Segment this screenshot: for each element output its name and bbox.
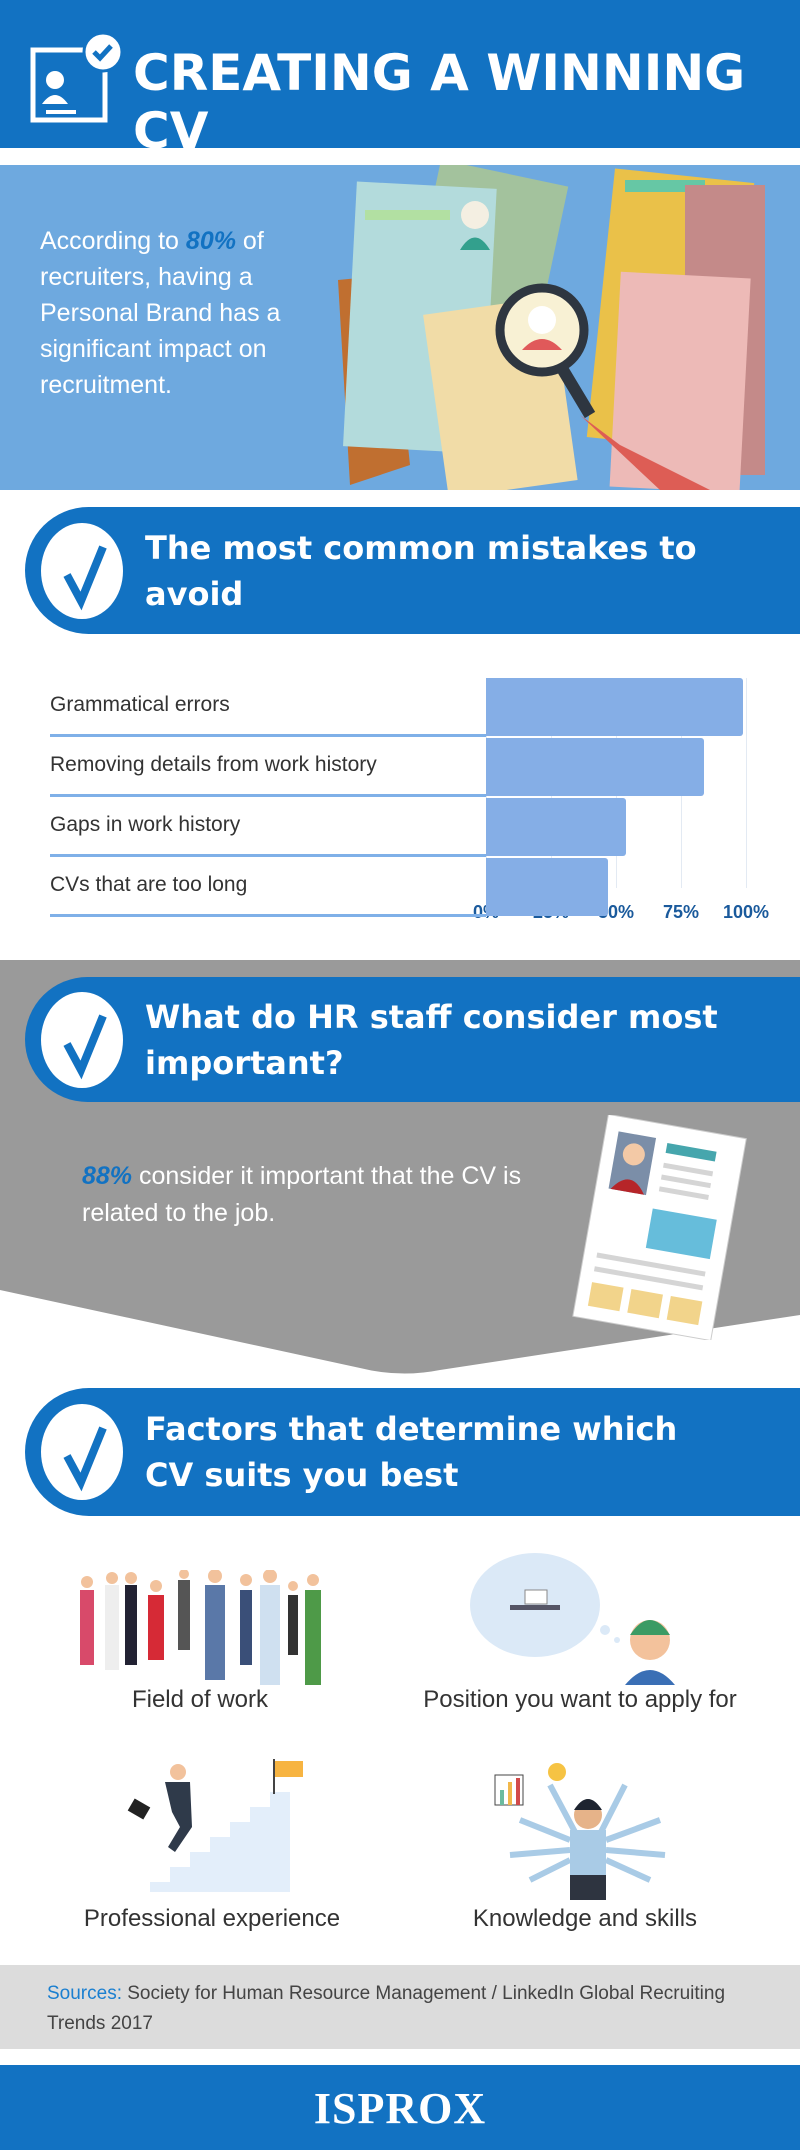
row-underline (50, 794, 486, 797)
grid-line (746, 678, 747, 888)
multitasking-illustration (494, 1763, 666, 1900)
hr-highlight: 88% (82, 1162, 133, 1190)
section-title: Factors that determine which CV suits yo… (145, 1410, 678, 1494)
bar (486, 798, 627, 856)
bar (486, 678, 744, 736)
mistakes-heading: The most common mistakes to avoid (25, 507, 800, 634)
section-title: What do HR staff consider most important… (145, 997, 718, 1082)
tick-label: 100% (722, 902, 770, 922)
bar (486, 738, 705, 796)
sources: Sources: Society for Human Resource Mana… (0, 1965, 800, 2049)
hr-text: consider it important that the CV is rel… (82, 1162, 522, 1227)
section-title: The most common mistakes to avoid (145, 528, 697, 613)
factors-heading: Factors that determine which CV suits yo… (25, 1388, 800, 1516)
factor-label: Position you want to apply for (423, 1686, 737, 1713)
hr-stat: 88% consider it important that the CV is… (82, 1158, 522, 1232)
tick-label: 75% (662, 902, 700, 922)
intro-post: of recruiters, having a Personal Brand h… (40, 227, 281, 399)
intro-text: According to 80% of recruiters, having a… (40, 223, 330, 403)
mistakes-chart: 0%25%50%75%100%Grammatical errorsRemovin… (0, 650, 800, 930)
sources-text: Society for Human Resource Management / … (47, 1983, 726, 2034)
desk-thought-illustration (470, 1553, 675, 1685)
stairs-climber-illustration (120, 1759, 303, 1892)
header: CREATING A WINNING CV (0, 0, 800, 160)
row-underline (50, 914, 486, 917)
cv-check-icon (30, 31, 124, 123)
intro-pre: According to (40, 227, 186, 255)
cv-documents-illustration (338, 165, 765, 490)
checkmark-icon (41, 1404, 123, 1500)
cv-document-illustration (572, 1115, 747, 1340)
sources-label: Sources: (47, 1983, 122, 2004)
isprox-logo: ISPROX (313, 2084, 487, 2133)
page-title: CREATING A WINNING CV (133, 44, 746, 160)
hr-heading: What do HR staff consider most important… (25, 977, 800, 1102)
footer: ISPROX (0, 2065, 800, 2150)
category-label: Removing details from work history (50, 753, 377, 776)
bar (486, 858, 609, 916)
row-underline (50, 854, 486, 857)
intro-highlight: 80% (185, 227, 236, 255)
category-label: Gaps in work history (50, 813, 241, 836)
intro-section: According to 80% of recruiters, having a… (0, 165, 800, 490)
checkmark-icon (41, 522, 123, 619)
row-underline (50, 734, 486, 737)
checkmark-icon (41, 991, 123, 1088)
workers-illustration (80, 1570, 321, 1685)
factor-label: Knowledge and skills (472, 1905, 698, 1932)
category-label: Grammatical errors (50, 693, 230, 716)
factor-label: Field of work (131, 1686, 269, 1713)
category-label: CVs that are too long (50, 873, 248, 896)
factor-label: Professional experience (83, 1905, 341, 1932)
